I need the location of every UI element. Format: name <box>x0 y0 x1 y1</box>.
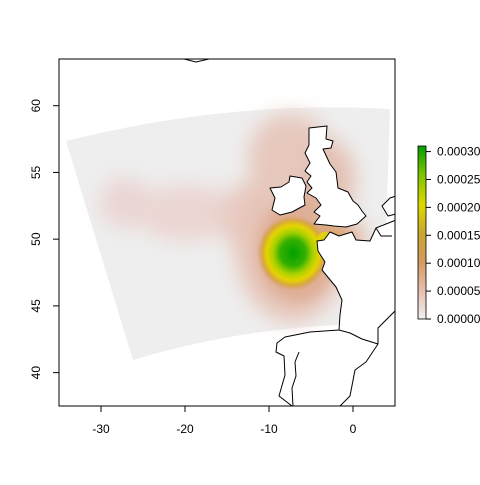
top-coast-stub <box>183 59 210 63</box>
coastlines <box>269 125 395 406</box>
y-tick-label: 40 <box>29 366 43 380</box>
colorbar: 0.00000 0.00005 0.00010 0.00015 0.00020 0.000… <box>417 145 480 326</box>
colorbar-tick-label: 0.00020 <box>437 200 480 214</box>
x-tick-label: -10 <box>260 422 278 436</box>
ireland-outline <box>269 175 307 216</box>
plot-frame <box>58 58 396 407</box>
scandinavia-outline <box>381 195 395 217</box>
density-peak <box>257 215 329 291</box>
benelux-border <box>375 227 392 237</box>
colorbar-tick-label: 0.00010 <box>437 256 480 270</box>
colorbar-tick-label: 0.00025 <box>437 172 480 186</box>
great-britain-outline <box>304 125 367 228</box>
x-axis: -30 -20 -10 0 <box>92 406 357 436</box>
y-tick-label: 45 <box>29 299 43 313</box>
plot-area <box>66 59 395 406</box>
colorbar-tick-label: 0.00015 <box>437 228 480 242</box>
colorbar-tick-label: 0.00005 <box>437 284 480 298</box>
y-tick-label: 50 <box>29 232 43 246</box>
x-tick-label: -20 <box>176 422 194 436</box>
colorbar-tick-label: 0.00030 <box>437 145 480 159</box>
y-axis: 40 45 50 55 60 <box>29 99 59 380</box>
x-tick-label: 0 <box>350 422 357 436</box>
x-tick-label: -30 <box>92 422 110 436</box>
colorbar-tick-label: 0.00000 <box>437 312 480 326</box>
y-tick-label: 55 <box>29 165 43 179</box>
y-tick-label: 60 <box>29 99 43 113</box>
colorbar-ticks: 0.00000 0.00005 0.00010 0.00015 0.00020 0.000… <box>426 145 480 326</box>
portugal-border <box>291 351 300 406</box>
colorbar-ramp <box>417 145 427 320</box>
pyrenees-border <box>338 329 379 345</box>
